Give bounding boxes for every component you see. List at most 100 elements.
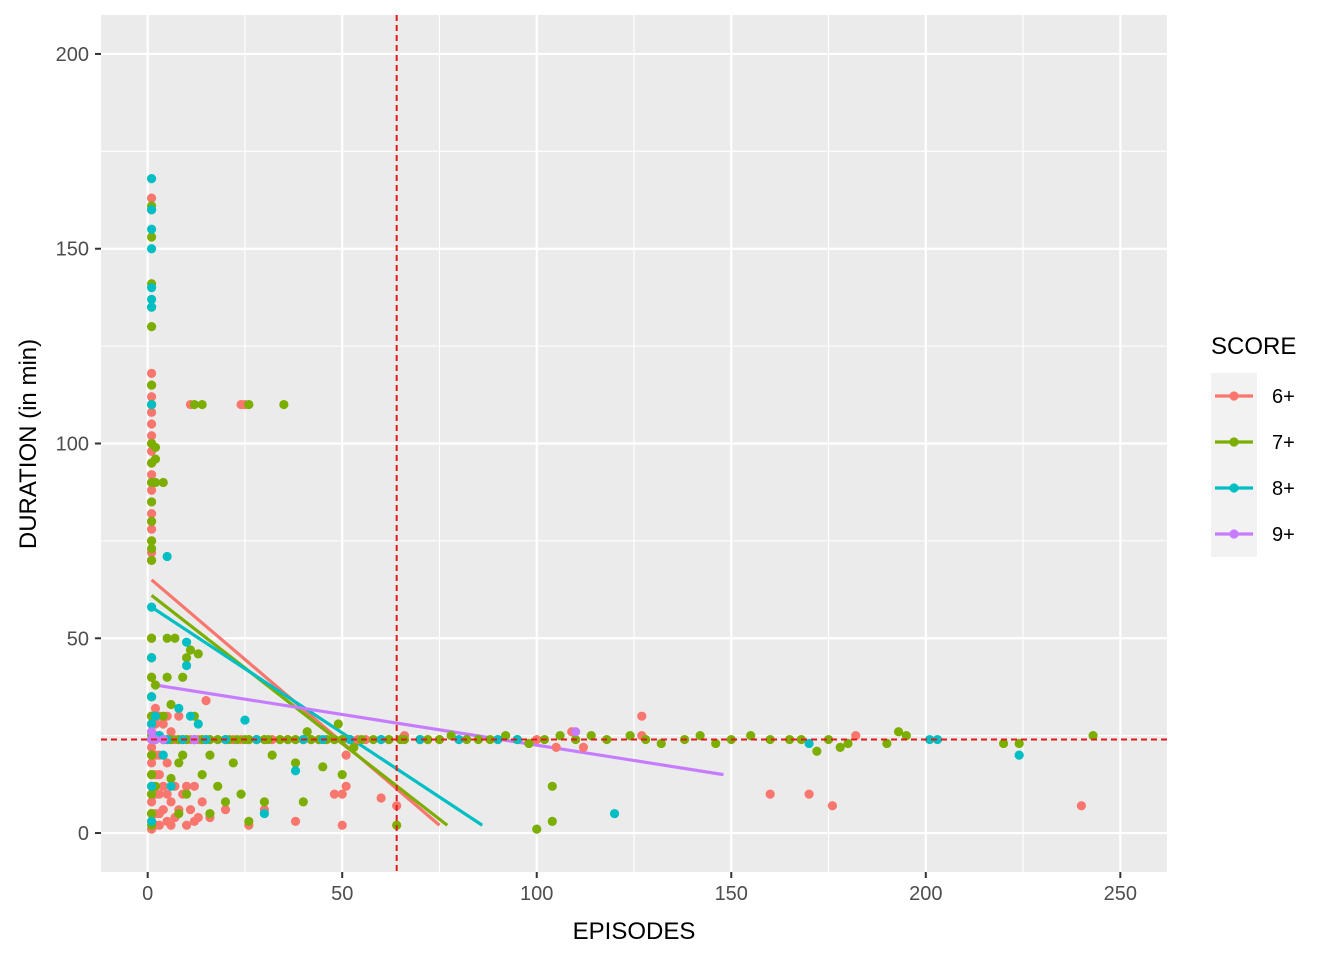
data-point xyxy=(181,637,192,647)
data-point xyxy=(174,758,184,768)
data-point xyxy=(146,224,157,234)
data-point xyxy=(146,781,157,791)
data-point xyxy=(158,719,168,729)
data-point xyxy=(146,431,157,441)
data-point xyxy=(146,750,157,760)
data-point xyxy=(146,392,157,402)
data-point xyxy=(851,731,861,741)
data-point xyxy=(181,820,192,830)
data-point xyxy=(220,805,231,815)
data-point xyxy=(146,653,157,663)
data-point xyxy=(901,731,911,741)
data-point xyxy=(146,797,157,807)
data-point xyxy=(174,808,184,819)
data-point xyxy=(555,731,565,741)
data-point xyxy=(162,551,172,562)
data-point xyxy=(146,602,157,612)
data-point xyxy=(1014,750,1024,760)
data-point xyxy=(158,750,168,760)
data-point xyxy=(146,470,157,480)
x-tick-label: 0 xyxy=(142,883,153,905)
data-point xyxy=(185,645,196,655)
data-point xyxy=(454,734,464,745)
data-point xyxy=(146,368,157,378)
legend-label: 9+ xyxy=(1272,524,1295,546)
data-point xyxy=(158,477,168,488)
y-tick-label: 0 xyxy=(78,823,89,845)
data-point xyxy=(158,805,168,815)
data-point xyxy=(259,808,270,819)
data-point xyxy=(146,692,157,702)
legend-label: 8+ xyxy=(1272,478,1295,500)
data-point xyxy=(150,442,161,452)
x-tick-label: 150 xyxy=(715,883,748,905)
x-tick-label: 200 xyxy=(909,883,942,905)
trend-lines xyxy=(150,578,724,827)
data-point xyxy=(154,820,164,830)
data-point xyxy=(197,797,207,807)
data-point xyxy=(178,750,188,760)
data-point xyxy=(711,738,721,749)
data-point xyxy=(765,734,775,745)
data-point xyxy=(341,750,351,760)
data-point xyxy=(473,734,483,745)
data-point xyxy=(166,727,176,737)
data-point xyxy=(170,633,180,643)
x-axis-title: EPISODES xyxy=(573,918,696,945)
data-point xyxy=(150,703,161,713)
data-point xyxy=(551,742,561,752)
data-point xyxy=(446,731,456,741)
data-point xyxy=(376,793,386,803)
data-point xyxy=(146,509,157,519)
data-point xyxy=(434,734,445,745)
y-tick-label: 150 xyxy=(56,239,89,261)
data-point xyxy=(302,727,312,737)
data-point xyxy=(232,734,242,745)
x-tick-label: 250 xyxy=(1104,883,1137,905)
legend: SCORE 6+ 7+ 8+ 9+ xyxy=(1211,333,1296,557)
data-point xyxy=(625,731,635,741)
data-point xyxy=(197,399,207,410)
data-point xyxy=(925,734,935,745)
data-point xyxy=(586,731,596,741)
data-point xyxy=(193,719,203,729)
data-point xyxy=(146,516,157,527)
data-point xyxy=(146,419,157,429)
data-point xyxy=(193,649,203,659)
data-point xyxy=(932,734,943,745)
data-point xyxy=(827,801,838,811)
data-point xyxy=(146,232,157,242)
data-point xyxy=(146,193,157,203)
data-point xyxy=(337,770,347,780)
data-point xyxy=(150,711,161,721)
data-point xyxy=(547,781,557,791)
data-point xyxy=(267,750,277,760)
data-point xyxy=(181,789,192,799)
data-point xyxy=(882,738,892,749)
data-point xyxy=(524,738,534,749)
data-point xyxy=(333,719,343,729)
data-point xyxy=(146,485,157,495)
data-point xyxy=(154,789,164,799)
data-point xyxy=(205,750,215,760)
data-point xyxy=(146,407,157,417)
data-point xyxy=(337,820,347,830)
legend-key-point xyxy=(1229,529,1239,539)
data-point xyxy=(785,734,795,745)
data-point xyxy=(998,738,1009,749)
data-point xyxy=(893,727,904,737)
data-point xyxy=(843,738,853,749)
data-point xyxy=(512,734,522,745)
data-point xyxy=(213,781,223,791)
data-point xyxy=(835,742,845,752)
data-point xyxy=(283,734,293,745)
data-point xyxy=(146,555,157,565)
data-point xyxy=(259,797,270,807)
data-point xyxy=(263,734,273,745)
data-point xyxy=(345,734,355,745)
data-point xyxy=(290,816,301,826)
data-point xyxy=(609,808,620,819)
data-point xyxy=(150,477,161,488)
data-point xyxy=(185,711,196,721)
data-point xyxy=(236,789,246,799)
